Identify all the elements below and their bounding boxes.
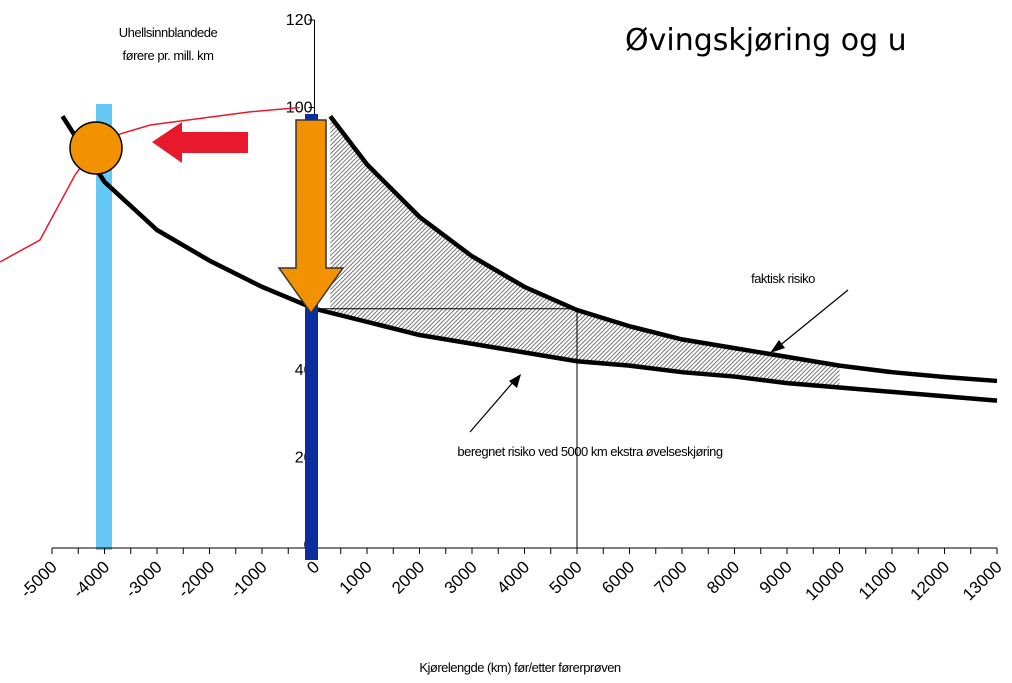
x-tick-label: -3000: [122, 557, 166, 601]
line-series: [0, 106, 300, 263]
x-tick-label: 3000: [441, 557, 481, 597]
y-axis-label: førere pr. mill. km: [123, 48, 214, 63]
arrow-head: [770, 340, 785, 353]
x-axis-label: Kjørelengde (km) før/etter førerprøven: [419, 660, 621, 675]
x-tick-label: 2000: [388, 557, 428, 597]
highlight-bar: [96, 104, 112, 550]
y-tick-label: 120: [286, 12, 313, 29]
shaded-area: [330, 116, 840, 388]
x-tick-label: 10000: [801, 557, 848, 604]
line-series: [328, 114, 998, 384]
marker-circle: [69, 121, 123, 175]
x-tick-label: 5000: [546, 557, 586, 597]
annotation: faktisk risiko: [751, 271, 815, 286]
arrow: [152, 122, 248, 163]
annotation: beregnet risiko ved 5000 km ekstra øvels…: [457, 444, 723, 459]
x-tick-label: 1000: [336, 557, 376, 597]
x-tick-label: 13000: [959, 557, 1006, 604]
y-axis-label: Uhellsinnblandede: [119, 25, 218, 40]
x-tick-label: -1000: [227, 557, 271, 601]
x-tick-label: 12000: [906, 557, 953, 604]
x-tick-label: 4000: [493, 557, 533, 597]
shaded-area: [330, 116, 840, 388]
x-tick-label: -5000: [17, 557, 61, 601]
x-tick-label: 7000: [651, 557, 691, 597]
x-tick-label: -2000: [174, 557, 218, 601]
x-tick-label: 8000: [703, 557, 743, 597]
line-series: [60, 115, 998, 403]
chart-title: Øvingskjøring og u: [625, 23, 907, 58]
arrow: [277, 119, 345, 315]
x-tick-label: 11000: [855, 557, 901, 603]
annotation-line: [777, 289, 849, 348]
x-tick-label: -4000: [69, 557, 113, 601]
x-tick-label: 0: [303, 557, 323, 577]
x-tick-label: 6000: [598, 557, 638, 597]
annotation-line: [469, 380, 515, 433]
arrow-head: [509, 374, 521, 388]
x-tick-label: 9000: [756, 557, 796, 597]
